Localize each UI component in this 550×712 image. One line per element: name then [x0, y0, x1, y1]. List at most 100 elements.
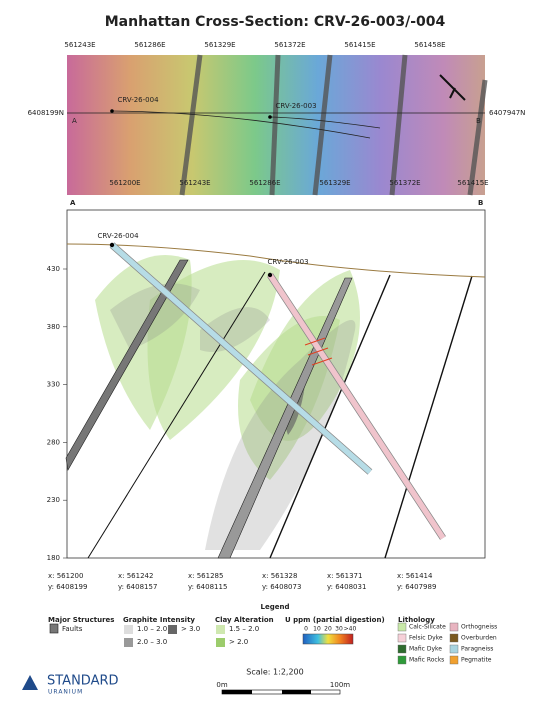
rect-shape: [282, 690, 311, 694]
station-y: y: 6408073: [262, 583, 301, 591]
logo-mark: [22, 675, 38, 690]
station-x: x: 561328: [262, 572, 297, 580]
line-shape: [312, 54, 333, 196]
section-end-label: A: [72, 117, 77, 125]
scale-end: 100m: [330, 681, 350, 689]
elevation-label: 380: [47, 323, 60, 331]
north-arrow: [439, 74, 466, 101]
scale-bar: [221, 689, 341, 695]
collar: [268, 115, 272, 119]
elevation-label: 280: [47, 438, 60, 446]
section-end-label: B: [478, 199, 483, 207]
legend-swatch: [216, 625, 225, 634]
legend-item: 2.0 – 3.0: [137, 638, 167, 646]
elevation-label: 330: [47, 381, 60, 389]
legend-swatch: [124, 625, 133, 634]
line-shape: [269, 274, 391, 559]
hole-label: CRV-26-004: [97, 232, 139, 240]
legend-swatch: [449, 633, 459, 643]
northing-label: 6407947N: [489, 109, 525, 117]
u-tick-label: 0: [304, 626, 308, 633]
legend-group-title: Lithology: [398, 616, 435, 624]
collar: [267, 272, 273, 278]
section-end-label: A: [70, 199, 76, 207]
station-x: x: 561285: [188, 572, 223, 580]
elevation-label: 180: [47, 554, 60, 562]
easting-label: 561243E: [179, 179, 210, 187]
u-anomaly: [304, 337, 333, 366]
easting-label: 561329E: [204, 41, 235, 49]
path-shape: [65, 259, 189, 471]
easting-label: 561415E: [457, 179, 488, 187]
legend-swatch: [397, 644, 407, 654]
collar: [109, 242, 115, 248]
legend-item: Pegmatite: [461, 657, 492, 664]
line-shape: [467, 79, 488, 196]
u-ticks: 0 10 20 30 >40: [304, 626, 356, 633]
u-tick-label: 10: [313, 626, 321, 633]
lithology-legend: Calc-Silicate Orthogneiss Felsic Dyke Overb…: [397, 622, 497, 665]
hole-trace: [111, 110, 371, 139]
hole-trace: [269, 116, 381, 129]
legend-item: Mafic Rocks: [409, 657, 444, 664]
legend-swatch: [49, 623, 59, 634]
u-colorbar: [302, 633, 354, 645]
elevation-label: 230: [47, 496, 60, 504]
legend-swatch: [397, 633, 407, 643]
plan-map: [67, 54, 488, 196]
legend-group-title: Major Structures: [48, 616, 114, 624]
hole-label: CRV-26-004: [117, 96, 159, 104]
station-y: y: 6408157: [118, 583, 157, 591]
legend-item: > 2.0: [229, 638, 248, 646]
line-shape: [269, 54, 281, 196]
legend-item: Calc-Silicate: [409, 624, 446, 631]
u-tick-label: 30: [335, 626, 343, 633]
legend-swatch: [397, 622, 407, 632]
legend-group-title: U ppm (partial digestion): [285, 616, 385, 624]
legend-item: Overburden: [461, 635, 497, 642]
station-x: x: 561242: [118, 572, 153, 580]
easting-label: 561286E: [134, 41, 165, 49]
legend-group-title: Graphite Intensity: [123, 616, 195, 624]
easting-label: 561286E: [249, 179, 280, 187]
line-shape: [87, 271, 266, 559]
station-y: y: 6408115: [188, 583, 227, 591]
station-x: x: 561371: [327, 572, 362, 580]
station-x: x: 561200: [48, 572, 83, 580]
easting-label: 561243E: [64, 41, 95, 49]
legend-title: Legend: [261, 603, 290, 611]
station-y: y: 6408199: [48, 583, 87, 591]
station-y: y: 6407989: [397, 583, 436, 591]
logo-sub: URANIUM: [48, 689, 83, 696]
legend-swatch: [124, 638, 133, 647]
easting-label: 561415E: [344, 41, 375, 49]
legend-swatch: [449, 655, 459, 665]
u-tick-label: 20: [324, 626, 332, 633]
easting-label: 561372E: [274, 41, 305, 49]
legend-group-title: Clay Alteration: [215, 616, 274, 624]
line-shape: [389, 54, 408, 196]
title: Manhattan Cross-Section: CRV-26-003/-004: [105, 14, 446, 30]
easting-label: 561329E: [319, 179, 350, 187]
line-shape: [179, 54, 203, 196]
legend-item: Mafic Dyke: [409, 646, 442, 653]
section-plot: [65, 209, 486, 559]
topography: [66, 243, 486, 278]
legend-item: Paragneiss: [461, 646, 493, 653]
drill-hole: [110, 242, 372, 475]
legend-swatch: [168, 625, 177, 634]
legend-swatch: [397, 655, 407, 665]
legend-swatch: [216, 638, 225, 647]
logo-name: STANDARD: [47, 674, 119, 689]
line-shape: [384, 275, 473, 559]
legend-item: > 3.0: [181, 625, 200, 633]
line-shape: [304, 337, 326, 346]
legend-item: 1.5 – 2.0: [229, 625, 259, 633]
scale-label: Scale: 1:2,200: [246, 668, 303, 677]
legend-swatch: [449, 622, 459, 632]
scale-start: 0m: [216, 681, 227, 689]
line-shape: [307, 347, 329, 356]
easting-label: 561200E: [109, 179, 140, 187]
